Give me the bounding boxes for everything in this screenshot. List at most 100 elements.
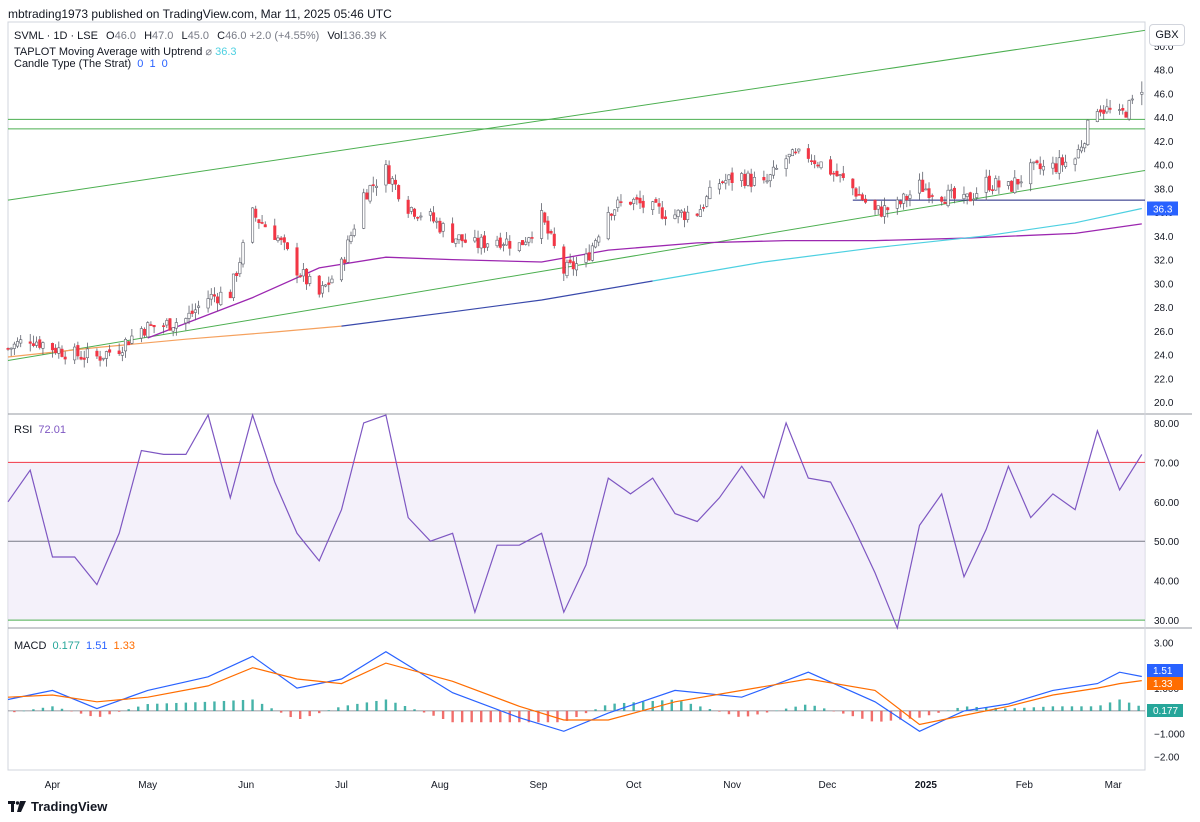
candle-body[interactable]	[679, 210, 683, 213]
macd-histogram-bar[interactable]	[927, 710, 931, 716]
candle-body[interactable]	[432, 212, 436, 222]
macd-histogram-bar[interactable]	[508, 710, 512, 723]
candle-body[interactable]	[1019, 181, 1023, 184]
macd-histogram-bar[interactable]	[384, 699, 388, 711]
candle-body[interactable]	[38, 339, 42, 348]
candle-body[interactable]	[587, 252, 591, 261]
candle-body[interactable]	[1118, 109, 1122, 111]
macd-histogram-bar[interactable]	[1127, 702, 1131, 711]
macd-histogram-bar[interactable]	[546, 710, 550, 723]
macd-histogram-bar[interactable]	[594, 709, 597, 711]
candle-body[interactable]	[921, 179, 925, 192]
candle-body[interactable]	[374, 185, 378, 188]
candle-body[interactable]	[673, 214, 677, 219]
macd-histogram-bar[interactable]	[775, 710, 778, 712]
candle-body[interactable]	[721, 181, 725, 184]
candle-body[interactable]	[873, 199, 877, 210]
candle-body[interactable]	[829, 159, 833, 175]
candle-body[interactable]	[902, 193, 906, 204]
macd-histogram-bar[interactable]	[965, 706, 969, 711]
candle-body[interactable]	[530, 237, 534, 239]
candle-body[interactable]	[1095, 111, 1099, 122]
candle-body[interactable]	[76, 345, 80, 357]
macd-histogram-bar[interactable]	[1032, 707, 1036, 711]
candle-body[interactable]	[1051, 162, 1055, 169]
candle-body[interactable]	[260, 222, 264, 224]
candle-body[interactable]	[1054, 163, 1058, 173]
candle-body[interactable]	[1102, 109, 1106, 114]
macd-histogram-bar[interactable]	[861, 710, 864, 719]
candle-body[interactable]	[543, 212, 547, 223]
moving-average-long-line[interactable]	[652, 207, 1142, 282]
candle-body[interactable]	[946, 189, 950, 207]
candle-body[interactable]	[343, 259, 347, 264]
candle-body[interactable]	[806, 148, 810, 159]
candle-body[interactable]	[549, 231, 553, 234]
candle-body[interactable]	[1079, 146, 1084, 152]
candle-body[interactable]	[139, 328, 143, 339]
candle-body[interactable]	[663, 216, 667, 220]
candle-body[interactable]	[838, 174, 842, 176]
macd-histogram-bar[interactable]	[441, 710, 445, 719]
candle-body[interactable]	[273, 225, 277, 240]
macd-histogram-bar[interactable]	[880, 710, 883, 722]
candle-body[interactable]	[435, 220, 439, 223]
macd-histogram-bar[interactable]	[327, 710, 330, 711]
candle-body[interactable]	[416, 216, 420, 219]
candle-body[interactable]	[787, 153, 791, 158]
candle-body[interactable]	[498, 237, 502, 248]
candle-body[interactable]	[638, 197, 642, 204]
macd-histogram-bar[interactable]	[794, 706, 797, 711]
candle-body[interactable]	[819, 161, 823, 169]
candle-body[interactable]	[390, 178, 394, 185]
candle-body[interactable]	[276, 237, 280, 241]
candle-body[interactable]	[930, 195, 934, 197]
macd-histogram-bar[interactable]	[337, 707, 340, 711]
candle-body[interactable]	[168, 318, 172, 331]
candle-body[interactable]	[851, 178, 855, 189]
macd-histogram-bar[interactable]	[451, 710, 454, 723]
macd-histogram-bar[interactable]	[565, 710, 569, 721]
macd-histogram-bar[interactable]	[527, 710, 531, 723]
candle-body[interactable]	[95, 350, 99, 357]
candle-body[interactable]	[305, 268, 309, 285]
candle-body[interactable]	[1130, 98, 1134, 101]
macd-histogram-bar[interactable]	[127, 709, 130, 711]
candle-body[interactable]	[419, 215, 423, 218]
candle-body[interactable]	[775, 167, 779, 170]
candle-body[interactable]	[705, 196, 709, 207]
candle-body[interactable]	[1035, 160, 1039, 163]
candle-body[interactable]	[940, 196, 944, 202]
macd-histogram-bar[interactable]	[298, 710, 302, 719]
macd-histogram-bar[interactable]	[537, 710, 540, 723]
candle-body[interactable]	[463, 239, 467, 243]
macd-histogram-bar[interactable]	[1070, 706, 1074, 711]
candle-body[interactable]	[295, 247, 299, 276]
candle-body[interactable]	[339, 258, 344, 281]
macd-histogram-bar[interactable]	[1089, 706, 1093, 711]
candle-body[interactable]	[187, 312, 191, 319]
candle-body[interactable]	[924, 188, 928, 191]
macd-histogram-bar[interactable]	[432, 710, 435, 716]
macd-legend[interactable]: MACD 0.177 1.51 1.33	[14, 640, 135, 652]
candle-body[interactable]	[174, 322, 178, 329]
candle-body[interactable]	[752, 177, 756, 186]
candle-body[interactable]	[209, 294, 213, 300]
macd-histogram-bar[interactable]	[318, 710, 321, 714]
macd-histogram-bar[interactable]	[356, 703, 359, 711]
candle-body[interactable]	[482, 235, 486, 249]
candle-body[interactable]	[632, 198, 636, 204]
candle-body[interactable]	[651, 201, 655, 210]
candle-body[interactable]	[104, 351, 108, 359]
macd-histogram-bar[interactable]	[956, 707, 959, 711]
candle-body[interactable]	[562, 246, 566, 274]
macd-histogram-bar[interactable]	[1061, 706, 1064, 711]
macd-histogram-bar[interactable]	[718, 710, 721, 712]
candle-body[interactable]	[708, 186, 712, 199]
candle-body[interactable]	[451, 223, 455, 243]
candle-body[interactable]	[527, 237, 531, 243]
macd-histogram-bar[interactable]	[156, 703, 159, 711]
candle-body[interactable]	[108, 349, 112, 353]
candle-body[interactable]	[31, 343, 35, 346]
macd-histogram-bar[interactable]	[651, 701, 654, 711]
